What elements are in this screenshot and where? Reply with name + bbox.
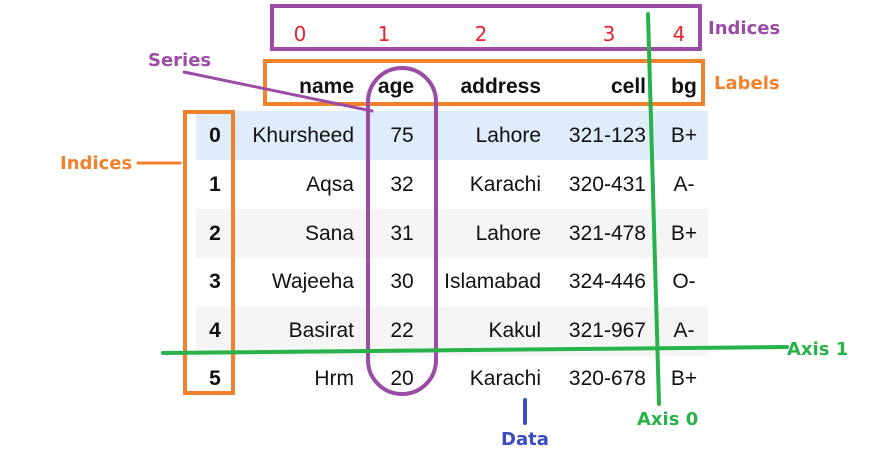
row-index: 3 [209, 270, 221, 293]
table-row-highlight [196, 111, 708, 160]
axis1-label: Axis 1 [787, 339, 849, 360]
column-position-number: 1 [377, 22, 391, 46]
column-indices-box [270, 4, 702, 51]
column-indices-label: Indices [708, 18, 781, 39]
column-header-bg: bg [671, 75, 697, 98]
row-indices-box [183, 110, 235, 395]
row-index: 4 [209, 319, 221, 342]
column-position-number: 0 [293, 22, 307, 46]
table-cell: 324-446 [568, 270, 646, 293]
row-index: 2 [209, 222, 221, 245]
table-cell: 320-431 [568, 173, 646, 196]
axis0-label: Axis 0 [637, 409, 699, 430]
column-header-name: name [299, 75, 354, 98]
axis0-line [646, 12, 661, 406]
table-cell: 321-967 [568, 319, 646, 342]
table-cell: Lahore [475, 124, 541, 147]
table-cell: Basirat [288, 319, 354, 342]
series-pointer-line [182, 70, 374, 113]
series-label: Series [148, 50, 212, 71]
axis1-line [161, 345, 789, 355]
table-cell: Wajeeha [271, 270, 354, 293]
column-header-address: address [460, 75, 541, 98]
table-cell: 321-123 [568, 124, 646, 147]
data-label: Data [501, 429, 549, 450]
table-cell: 31 [390, 222, 414, 245]
column-position-number: 2 [474, 22, 488, 46]
table-cell: 32 [390, 173, 414, 196]
table-cell: 321-478 [568, 222, 646, 245]
table-row-stripe [196, 209, 708, 258]
column-header-cell: cell [610, 75, 646, 98]
table-cell: Karachi [469, 173, 541, 196]
row-index: 1 [209, 173, 221, 196]
table-cell: Kakul [488, 319, 541, 342]
table-cell: 30 [390, 270, 414, 293]
table-cell: B+ [670, 367, 698, 390]
table-cell: Islamabad [444, 270, 541, 293]
table-cell: B+ [670, 124, 698, 147]
table-cell: 320-678 [568, 367, 646, 390]
table-cell: Karachi [469, 367, 541, 390]
table-cell: B+ [670, 222, 698, 245]
row-index: 5 [209, 367, 221, 390]
row-indices-label: Indices [60, 153, 133, 174]
column-labels-label: Labels [714, 73, 780, 94]
column-position-number: 4 [672, 22, 686, 46]
column-position-number: 3 [602, 22, 616, 46]
table-cell: A- [673, 319, 695, 342]
table-cell: Aqsa [306, 173, 354, 196]
table-cell: O- [672, 270, 696, 293]
series-box [366, 66, 438, 396]
table-cell: Hrm [314, 367, 354, 390]
table-cell: Lahore [475, 222, 541, 245]
table-cell: A- [673, 173, 695, 196]
row-index: 0 [209, 124, 221, 147]
table-cell: 75 [390, 124, 414, 147]
table-cell: Khursheed [252, 124, 354, 147]
table-cell: 22 [390, 319, 414, 342]
table-cell: Sana [304, 222, 354, 245]
column-labels-box [263, 59, 705, 106]
